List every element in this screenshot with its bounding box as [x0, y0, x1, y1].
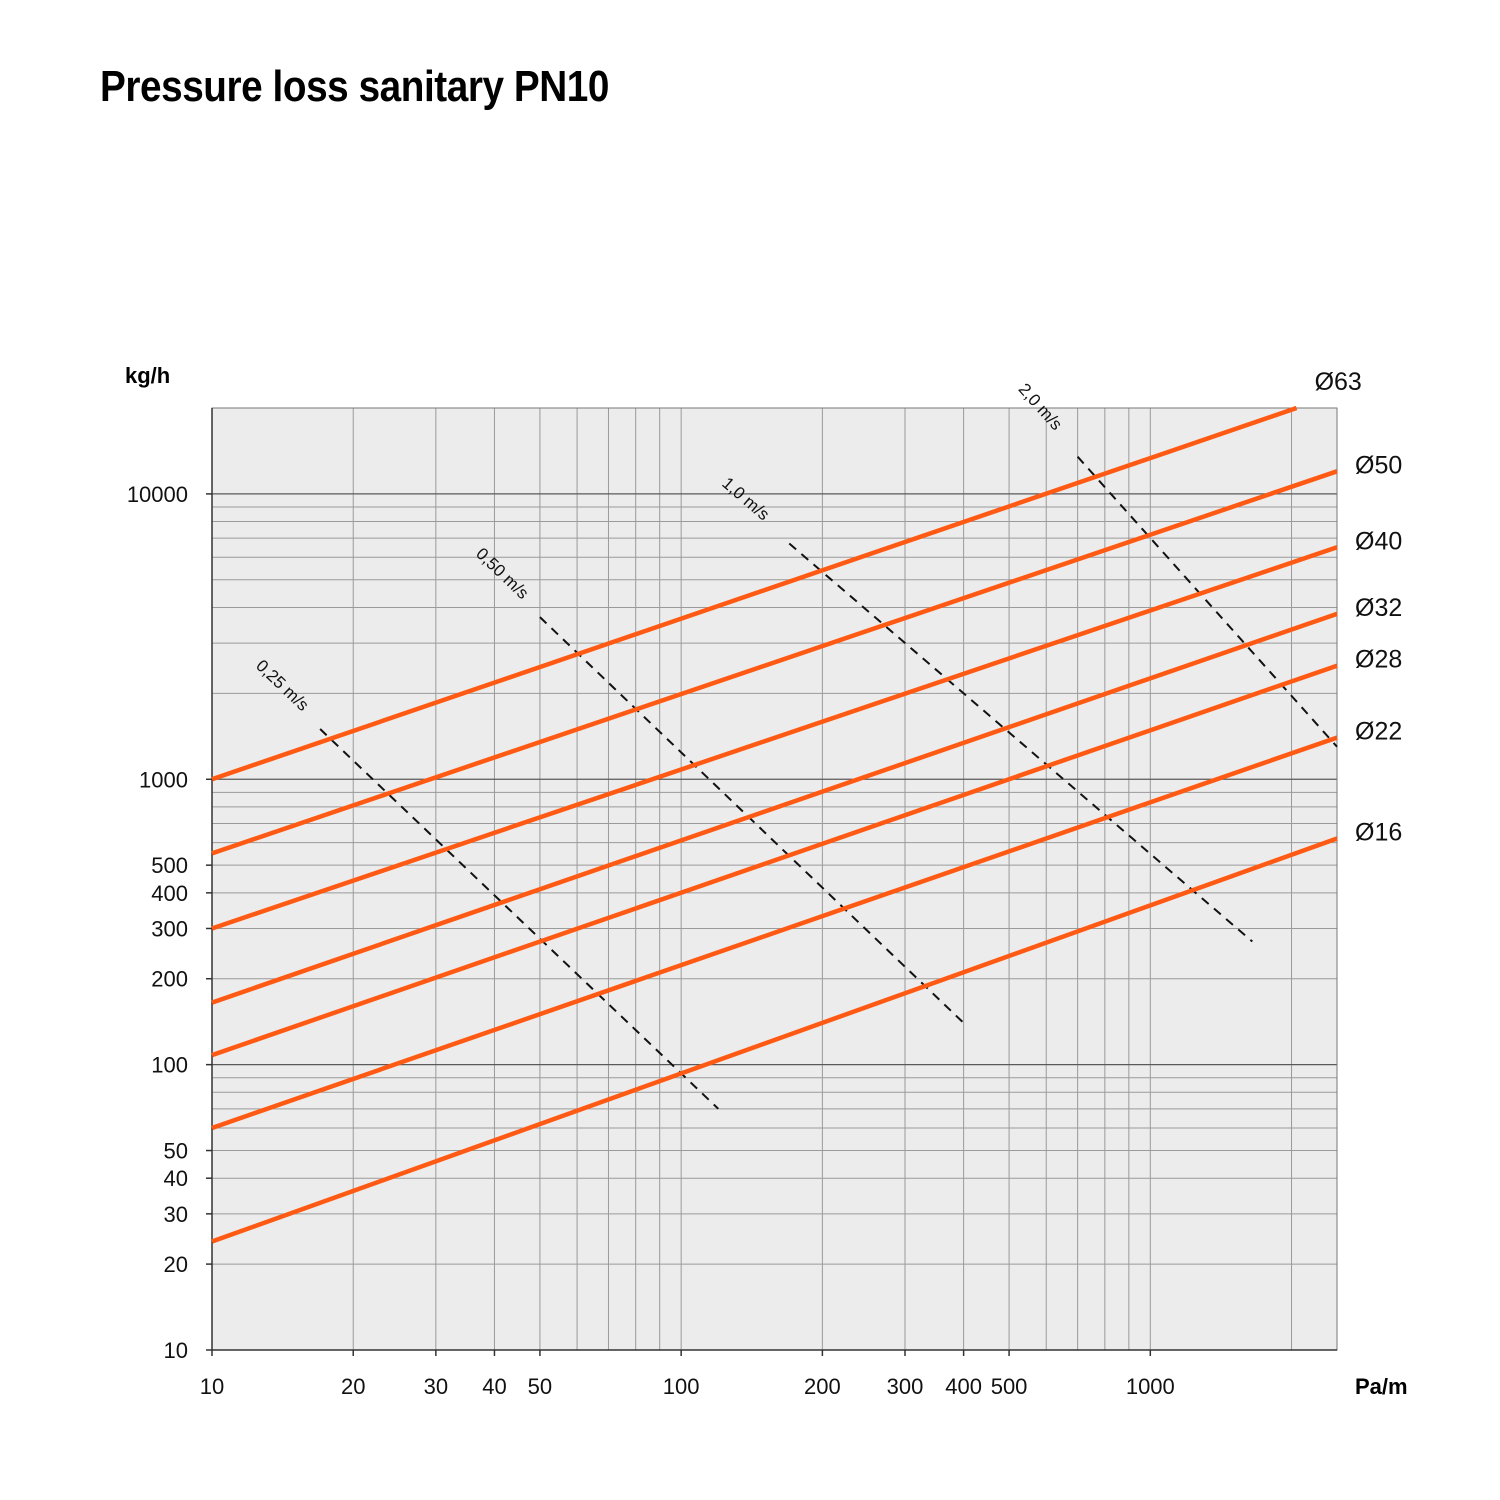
y-tick-label: 10000 [127, 482, 188, 507]
y-tick-label: 40 [164, 1166, 188, 1191]
velocity-line [539, 616, 965, 1024]
velocity-line [788, 542, 1253, 943]
series-line [211, 611, 1338, 1005]
velocity-line [319, 728, 719, 1110]
y-tick-label: 50 [164, 1139, 188, 1164]
x-tick-label: 100 [663, 1374, 700, 1399]
chart-title: Pressure loss sanitary PN10 [100, 62, 609, 111]
y-tick-label: 10 [164, 1338, 188, 1363]
series-label: Ø63 [1315, 368, 1362, 396]
series-label: Ø22 [1355, 718, 1402, 746]
y-tick-label: 400 [151, 881, 188, 906]
series-line [211, 405, 1298, 782]
x-axis-title: Pa/m [1355, 1374, 1408, 1399]
series-line [211, 663, 1338, 1058]
series-label: Ø40 [1355, 527, 1402, 555]
series-label: Ø28 [1355, 646, 1402, 674]
x-tick-label: 1000 [1126, 1374, 1175, 1399]
y-tick-label: 300 [151, 916, 188, 941]
series-line [211, 735, 1338, 1131]
series-label: Ø50 [1355, 451, 1402, 479]
velocity-line [1076, 456, 1338, 748]
series-line [211, 545, 1338, 931]
series-line [211, 836, 1338, 1244]
y-axis-title: kg/h [125, 363, 170, 388]
pipe-series [211, 405, 1338, 1244]
y-tick-label: 500 [151, 853, 188, 878]
x-tick-label: 300 [887, 1374, 924, 1399]
y-tick-label: 20 [164, 1252, 188, 1277]
x-tick-label: 200 [804, 1374, 841, 1399]
minor-grid [212, 408, 1337, 1350]
x-tick-label: 50 [528, 1374, 552, 1399]
x-tick-label: 30 [424, 1374, 448, 1399]
x-tick-label: 40 [482, 1374, 506, 1399]
plot-area [212, 408, 1337, 1350]
pipe-labels: Ø63 Ø50 Ø40 Ø32 Ø28 Ø22 Ø16 [1315, 368, 1403, 847]
x-tick-labels: 10 20 30 40 50 100 200 300 400 500 1000 [200, 1350, 1175, 1399]
y-tick-label: 200 [151, 967, 188, 992]
x-tick-label: 20 [341, 1374, 365, 1399]
series-line [211, 469, 1338, 856]
y-tick-label: 30 [164, 1202, 188, 1227]
y-tick-label: 100 [151, 1053, 188, 1078]
series-label: Ø32 [1355, 594, 1402, 622]
x-tick-label: 500 [991, 1374, 1028, 1399]
y-tick-label: 1000 [139, 767, 188, 792]
x-tick-label: 400 [945, 1374, 982, 1399]
x-tick-label: 10 [200, 1374, 224, 1399]
series-label: Ø16 [1355, 819, 1402, 847]
